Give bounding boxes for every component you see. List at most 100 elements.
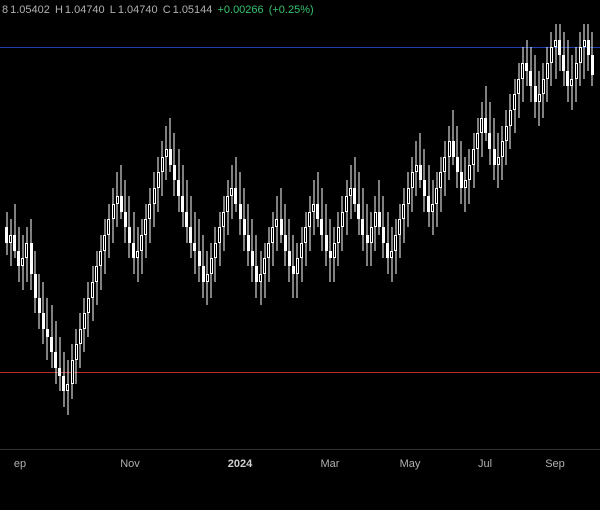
candle bbox=[521, 20, 524, 450]
candle bbox=[259, 20, 262, 450]
open-value: 8 bbox=[2, 4, 8, 16]
candle bbox=[308, 20, 311, 450]
candle bbox=[361, 20, 364, 450]
candle bbox=[58, 20, 61, 450]
candle bbox=[480, 20, 483, 450]
candle bbox=[591, 20, 594, 450]
candle bbox=[91, 20, 94, 450]
candle bbox=[398, 20, 401, 450]
candle bbox=[206, 20, 209, 450]
candle bbox=[476, 20, 479, 450]
candle bbox=[419, 20, 422, 450]
candle bbox=[66, 20, 69, 450]
candle bbox=[386, 20, 389, 450]
candle bbox=[177, 20, 180, 450]
candle bbox=[411, 20, 414, 450]
candle bbox=[300, 20, 303, 450]
candle bbox=[468, 20, 471, 450]
candle bbox=[173, 20, 176, 450]
candle bbox=[136, 20, 139, 450]
low-value: 1.04740 bbox=[118, 4, 158, 16]
candle bbox=[550, 20, 553, 450]
x-axis-label: ep bbox=[14, 458, 26, 470]
candle bbox=[263, 20, 266, 450]
change-pct: (+0.25%) bbox=[269, 4, 314, 16]
candle bbox=[497, 20, 500, 450]
candle bbox=[456, 20, 459, 450]
candle bbox=[13, 20, 16, 450]
candle bbox=[222, 20, 225, 450]
candle bbox=[427, 20, 430, 450]
candle bbox=[144, 20, 147, 450]
candle bbox=[579, 20, 582, 450]
candle bbox=[423, 20, 426, 450]
candle bbox=[525, 20, 528, 450]
candle bbox=[529, 20, 532, 450]
candle bbox=[25, 20, 28, 450]
candle bbox=[357, 20, 360, 450]
candle bbox=[148, 20, 151, 450]
chart-container: { "ohlc": { "open_label":"8", "open":"1.… bbox=[0, 0, 600, 510]
candle bbox=[452, 20, 455, 450]
candle bbox=[402, 20, 405, 450]
candle bbox=[243, 20, 246, 450]
candle bbox=[234, 20, 237, 450]
candle bbox=[198, 20, 201, 450]
candle bbox=[169, 20, 172, 450]
candle bbox=[378, 20, 381, 450]
candle bbox=[107, 20, 110, 450]
candle bbox=[30, 20, 33, 450]
candle bbox=[566, 20, 569, 450]
candle bbox=[153, 20, 156, 450]
candle bbox=[509, 20, 512, 450]
x-axis-label: Mar bbox=[321, 458, 340, 470]
candle bbox=[493, 20, 496, 450]
candle bbox=[21, 20, 24, 450]
candle bbox=[193, 20, 196, 450]
candle bbox=[538, 20, 541, 450]
candle bbox=[558, 20, 561, 450]
candle bbox=[210, 20, 213, 450]
ohlc-readout: 81.05402 H1.04740 L1.04740 C1.05144 +0.0… bbox=[2, 4, 316, 16]
candle bbox=[337, 20, 340, 450]
candle bbox=[120, 20, 123, 450]
high-value: 1.04740 bbox=[65, 4, 105, 16]
candle bbox=[267, 20, 270, 450]
x-axis-label: Nov bbox=[120, 458, 140, 470]
candle bbox=[374, 20, 377, 450]
candle bbox=[54, 20, 57, 450]
candle bbox=[345, 20, 348, 450]
candle bbox=[448, 20, 451, 450]
candle bbox=[239, 20, 242, 450]
candle bbox=[325, 20, 328, 450]
candle bbox=[562, 20, 565, 450]
candle bbox=[587, 20, 590, 450]
candle bbox=[370, 20, 373, 450]
candle bbox=[415, 20, 418, 450]
candle bbox=[320, 20, 323, 450]
candle bbox=[570, 20, 573, 450]
change-value: +0.00266 bbox=[217, 4, 263, 16]
candle bbox=[103, 20, 106, 450]
candle bbox=[382, 20, 385, 450]
candle bbox=[284, 20, 287, 450]
candle bbox=[71, 20, 74, 450]
candle bbox=[46, 20, 49, 450]
candle bbox=[407, 20, 410, 450]
candle bbox=[112, 20, 115, 450]
candle bbox=[583, 20, 586, 450]
candle bbox=[390, 20, 393, 450]
candle bbox=[79, 20, 82, 450]
candle bbox=[460, 20, 463, 450]
candlestick-chart[interactable] bbox=[0, 20, 600, 450]
candle bbox=[34, 20, 37, 450]
candle bbox=[534, 20, 537, 450]
candle bbox=[124, 20, 127, 450]
candle bbox=[353, 20, 356, 450]
candle bbox=[505, 20, 508, 450]
candle bbox=[226, 20, 229, 450]
candle bbox=[5, 20, 8, 450]
candle bbox=[99, 20, 102, 450]
candle bbox=[189, 20, 192, 450]
candle bbox=[214, 20, 217, 450]
